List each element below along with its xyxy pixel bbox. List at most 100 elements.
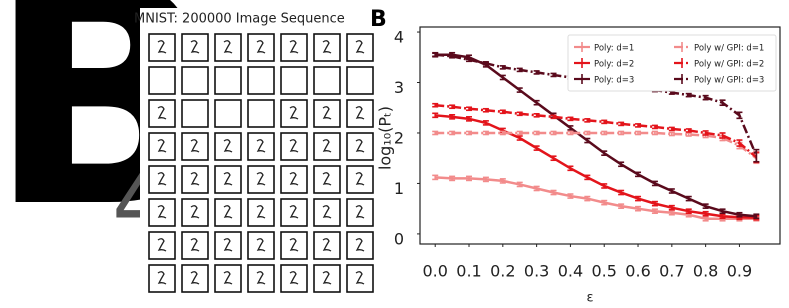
error-bar	[584, 118, 591, 123]
error-bar	[449, 104, 456, 110]
error-bar	[499, 109, 506, 115]
image-cell	[181, 66, 209, 95]
error-bar	[432, 174, 439, 181]
error-bar	[550, 114, 557, 120]
error-bar	[533, 70, 540, 75]
error-bar	[651, 208, 658, 215]
x-tick-label: 0.4	[558, 262, 583, 281]
error-bar	[567, 125, 574, 131]
error-bar	[499, 178, 506, 184]
error-bar	[516, 130, 523, 136]
series-line	[435, 103, 758, 159]
digit-sketch	[190, 271, 200, 285]
y-tick-label: 4	[394, 28, 404, 47]
digit-sketch	[355, 238, 365, 252]
error-bar	[449, 53, 456, 59]
error-bar	[685, 128, 692, 133]
error-bar	[685, 208, 692, 215]
error-bar	[482, 176, 489, 183]
x-tick-label: 0.7	[659, 262, 684, 281]
error-bar	[618, 189, 625, 196]
series-line	[435, 176, 757, 221]
image-cell	[313, 99, 341, 128]
error-bar	[584, 130, 591, 136]
x-tick-label: 0.9	[727, 262, 752, 281]
error-bar	[601, 119, 608, 125]
digit-sketch	[157, 40, 167, 54]
error-bar	[668, 126, 675, 132]
legend-label: Poly: d=2	[594, 60, 634, 70]
error-bar	[499, 65, 506, 70]
error-bar	[466, 106, 473, 112]
image-cell	[181, 99, 209, 128]
digit-sketch	[322, 205, 332, 219]
digit-sketch	[157, 139, 167, 153]
error-bar	[466, 57, 473, 63]
legend-label: Poly w/ GPI: d=3	[694, 76, 764, 86]
error-bar	[533, 113, 540, 118]
legend-label: Poly w/ GPI: d=1	[694, 44, 764, 54]
legend-label: Poly w/ GPI: d=2	[694, 60, 764, 70]
digit-sketch	[355, 106, 365, 120]
image-grid	[148, 33, 374, 293]
image-cell	[214, 198, 242, 227]
error-bar	[702, 203, 709, 209]
error-bar	[719, 213, 726, 220]
series-line	[435, 53, 758, 157]
image-cell	[214, 66, 242, 95]
error-bar	[685, 195, 692, 202]
error-bar	[432, 102, 439, 108]
digit-sketch	[223, 172, 233, 186]
error-bar	[668, 204, 675, 211]
x-tick-label: 0.6	[625, 262, 650, 281]
error-bar	[466, 116, 473, 122]
digit-sketch	[289, 205, 299, 219]
digit-sketch	[256, 238, 266, 252]
error-bar	[432, 52, 439, 58]
error-bar	[618, 161, 625, 168]
error-bar	[635, 205, 642, 212]
digit-sketch	[256, 172, 266, 186]
error-bar	[601, 130, 608, 136]
x-axis-label: ε	[586, 291, 593, 306]
image-cell	[247, 66, 275, 95]
error-bar	[685, 132, 692, 137]
error-bar	[618, 121, 625, 127]
error-bar	[719, 132, 726, 139]
error-bar	[685, 92, 692, 98]
digit-sketch	[190, 139, 200, 153]
error-bar	[482, 120, 489, 126]
y-axis-label: log₁₀(Pₜ)	[376, 106, 395, 170]
digit-sketch	[157, 106, 167, 120]
error-bar	[702, 94, 709, 101]
digit-sketch	[190, 172, 200, 186]
legend-box	[567, 34, 777, 92]
error-bar	[753, 213, 760, 220]
digit-sketch	[256, 40, 266, 54]
x-tick-label: 0.5	[591, 262, 616, 281]
digit-sketch	[322, 106, 332, 120]
error-bar	[601, 183, 608, 189]
digit-sketch	[322, 139, 332, 153]
error-bar	[432, 112, 439, 119]
digit-sketch	[322, 172, 332, 186]
digit-sketch	[322, 271, 332, 285]
error-bar	[567, 165, 574, 172]
x-tick-label: 0.2	[490, 262, 515, 281]
digit-sketch	[157, 205, 167, 219]
error-bar	[668, 209, 675, 216]
error-bar	[719, 99, 726, 107]
image-cell	[181, 132, 209, 161]
error-bar	[736, 211, 743, 218]
error-bar	[550, 72, 557, 78]
error-bar	[651, 180, 658, 187]
error-bar	[584, 195, 591, 202]
error-bar	[668, 188, 675, 194]
error-bar	[618, 130, 625, 136]
digit-sketch	[322, 238, 332, 252]
image-cell	[346, 132, 374, 161]
error-bar	[584, 174, 591, 181]
digit-sketch	[355, 205, 365, 219]
error-bar	[516, 87, 523, 93]
image-cell	[214, 99, 242, 128]
